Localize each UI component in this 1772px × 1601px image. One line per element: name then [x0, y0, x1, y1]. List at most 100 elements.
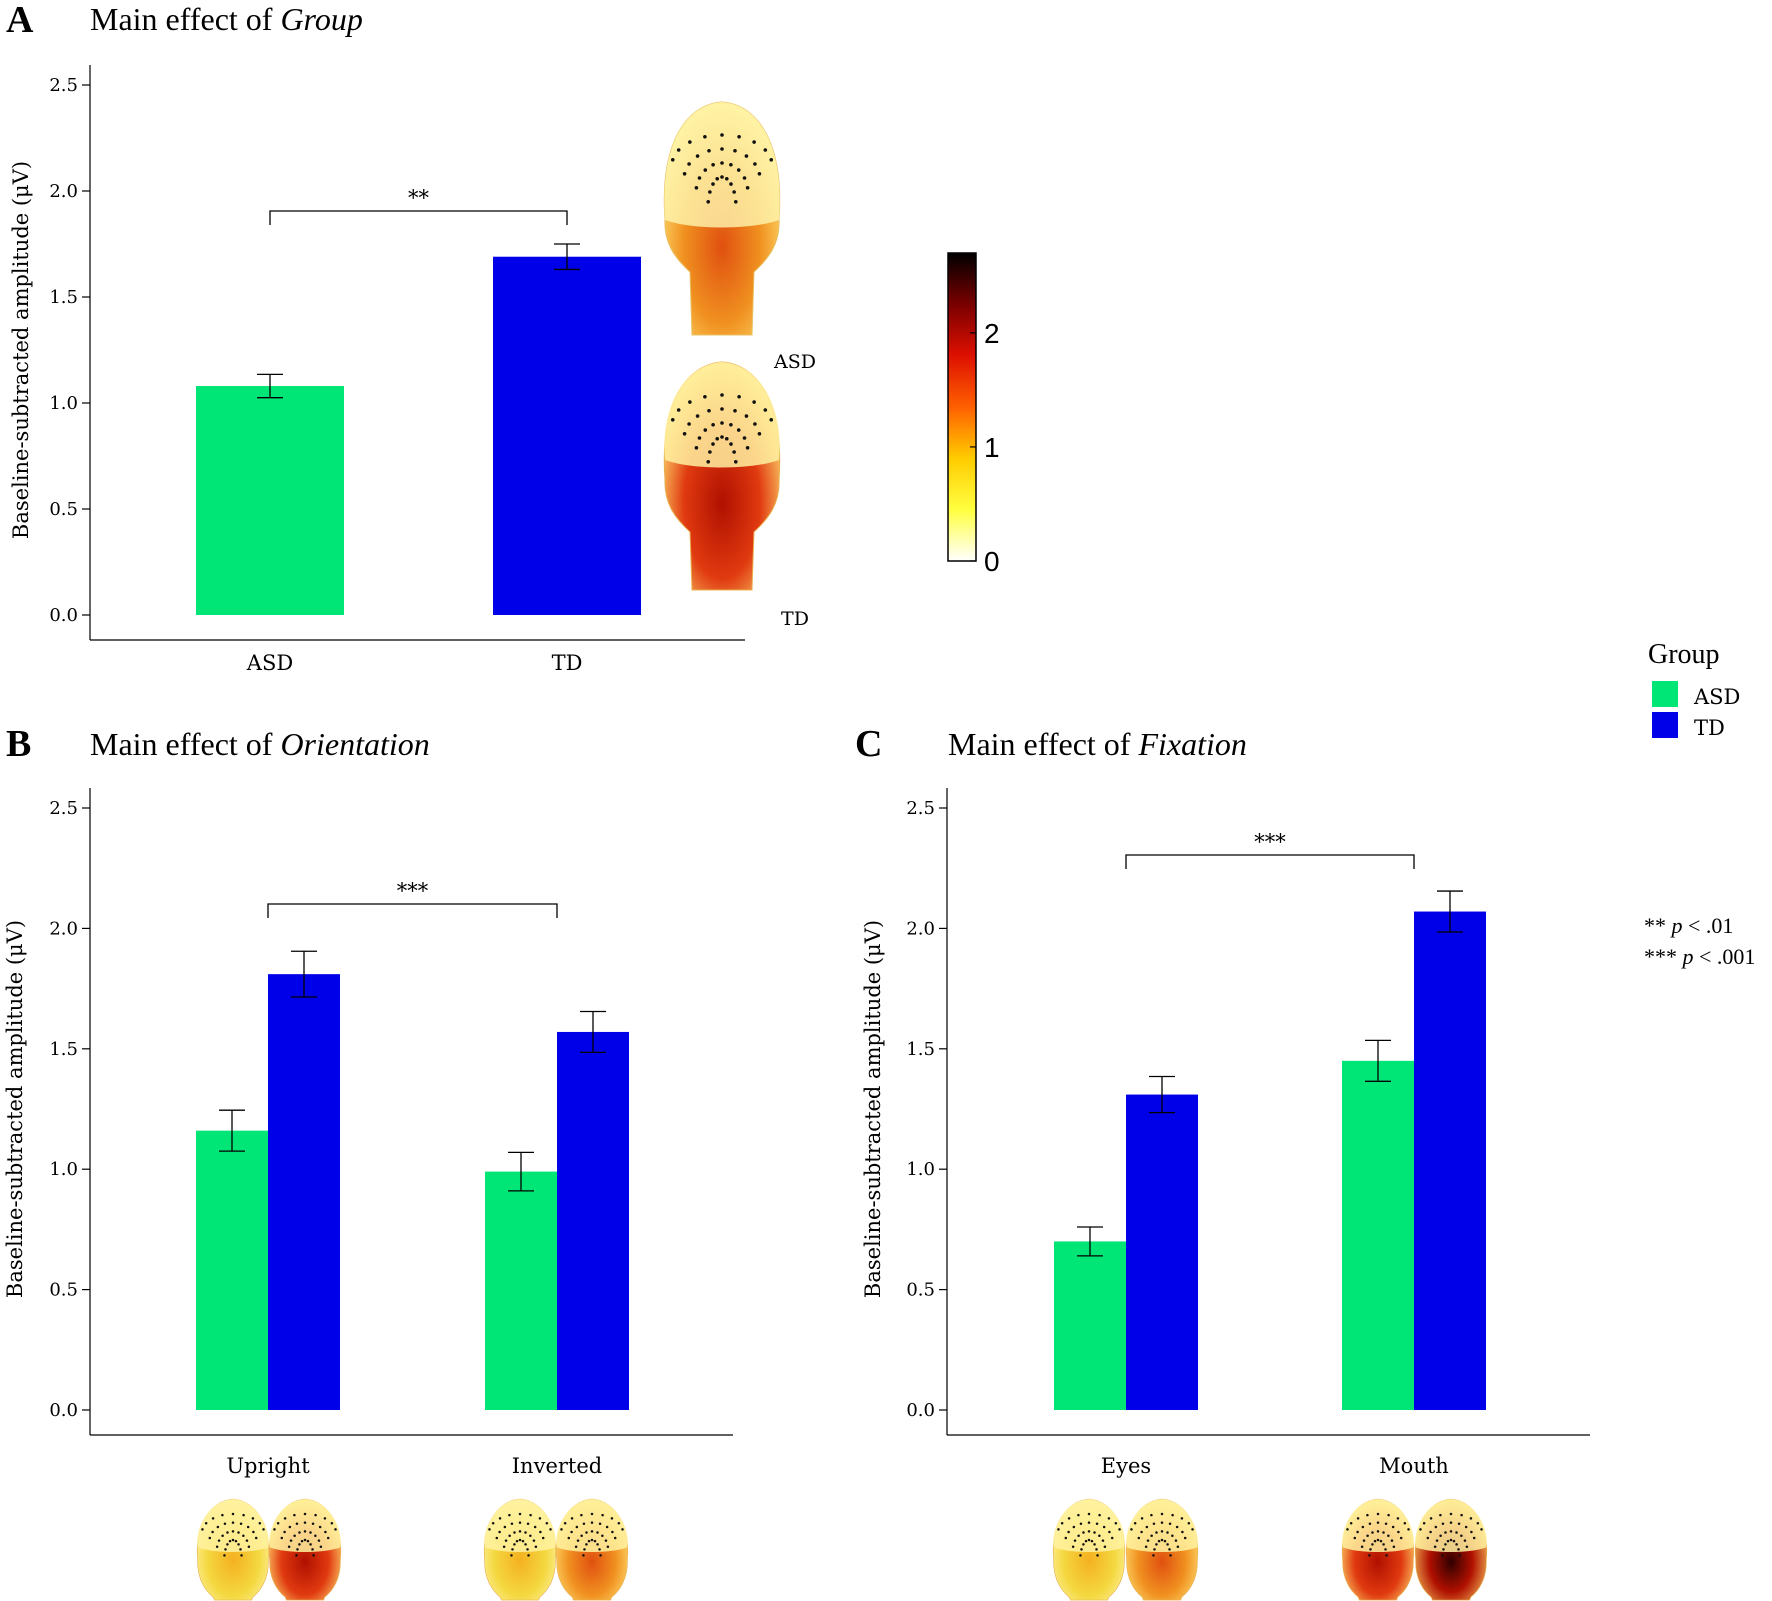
bar: [1126, 1094, 1198, 1410]
electrode-dot: [606, 1545, 610, 1548]
electrode-dot: [498, 1517, 502, 1520]
significance-bracket: [1125, 854, 1415, 869]
electrode-dot: [237, 1531, 240, 1534]
electrode-dot: [560, 1528, 563, 1531]
electrode-dot: [697, 176, 702, 180]
electrode-dot: [1155, 1543, 1158, 1546]
panel-letter-a: A: [6, 0, 34, 41]
electrode-dot: [610, 1517, 614, 1520]
electrode-dot: [1369, 1548, 1372, 1551]
electrode-dot: [1464, 1525, 1468, 1529]
electrode-dot: [1133, 1522, 1137, 1525]
x-category-label: ASD: [246, 651, 293, 675]
electrode-dot: [215, 1545, 219, 1548]
electrode-dot: [303, 1512, 307, 1516]
electrode-dot: [311, 1522, 315, 1526]
topomap-crown: [1126, 1499, 1198, 1553]
electrode-dot: [697, 436, 702, 440]
electrode-dot: [1349, 1522, 1353, 1525]
electrode-dot: [670, 157, 675, 162]
x-category-label: Mouth: [1379, 1454, 1449, 1478]
electrode-dot: [708, 190, 712, 194]
bar: [485, 1171, 557, 1410]
electrode-dot: [1480, 1528, 1483, 1531]
electrode-dot: [245, 1539, 249, 1542]
electrode-dot: [262, 1528, 265, 1531]
legend-title: Group: [1648, 639, 1720, 670]
electrode-dot: [745, 445, 750, 450]
topomap-label-td: TD: [781, 608, 809, 630]
electrode-dot: [707, 149, 711, 153]
electrode-dot: [1392, 1545, 1396, 1548]
x-category-label: Upright: [226, 1454, 310, 1478]
electrode-dot: [1439, 1513, 1442, 1517]
electrode-dot: [711, 423, 715, 427]
electrode-dot: [1356, 1517, 1360, 1520]
electrode-dot: [729, 423, 733, 427]
electrode-dot: [246, 1525, 250, 1529]
panel-c: C Main effect of Fixation 0.0 0.5 1.0 1.5 2.…: [855, 723, 1590, 1478]
topomap-crown: [197, 1499, 269, 1553]
electrode-dot: [273, 1528, 276, 1531]
y-tick-label: 1.5: [49, 1039, 78, 1060]
electrode-dot: [1455, 1531, 1458, 1534]
electrode-dot: [1457, 1548, 1460, 1551]
small-topomap: [196, 1498, 270, 1601]
electrode-dot: [1422, 1522, 1426, 1525]
electrode-dot: [687, 162, 691, 166]
electrode-dot: [293, 1513, 296, 1517]
electrode-dot: [724, 177, 729, 181]
electrode-dot: [280, 1536, 284, 1540]
y-tick-label: 1.0: [906, 1159, 935, 1180]
electrode-dot: [239, 1522, 243, 1526]
electrode-dot: [1160, 1521, 1164, 1524]
electrode-dot: [757, 431, 762, 436]
electrode-dot: [585, 1543, 588, 1546]
panel-b: B Main effect of Orientation 0.0 0.5 1.0 1.…: [3, 723, 733, 1478]
electrode-dot: [1390, 1539, 1394, 1542]
electrode-dot: [1444, 1543, 1447, 1546]
electrode-dot: [1152, 1554, 1155, 1557]
y-tick-label: 1.0: [49, 1159, 78, 1180]
electrode-dot: [529, 1534, 532, 1537]
electrode-dot: [1433, 1545, 1437, 1548]
electrode-dot: [306, 1539, 310, 1543]
electrode-dot: [1384, 1548, 1387, 1551]
electrode-dot: [724, 437, 729, 441]
electrode-dot: [744, 154, 749, 158]
electrode-dot: [1080, 1548, 1083, 1551]
electrode-dot: [1096, 1554, 1099, 1557]
electrode-dot: [611, 1530, 614, 1534]
small-topomaps: [196, 133, 1488, 1601]
y-tick-label: 0.0: [49, 605, 78, 626]
electrode-dot: [733, 149, 737, 153]
electrode-dot: [729, 182, 733, 186]
electrode-dot: [521, 1539, 525, 1543]
electrode-dot: [1376, 1521, 1380, 1524]
significance-bracket: [269, 210, 568, 225]
electrode-dot: [1439, 1534, 1442, 1537]
y-tick-label: 1.5: [906, 1039, 935, 1060]
electrode-dot: [221, 1534, 224, 1537]
electrode-dot: [527, 1554, 530, 1557]
electrode-dot: [1171, 1534, 1174, 1537]
electrode-dot: [688, 140, 692, 144]
electrode-dot: [538, 1517, 542, 1520]
small-topomap: [268, 1498, 342, 1601]
electrode-dot: [226, 1531, 229, 1534]
electrode-dot: [1426, 1536, 1430, 1540]
electrode-dot: [326, 1536, 330, 1540]
electrode-dot: [1465, 1545, 1469, 1548]
bar: [1054, 1241, 1126, 1410]
electrode-dot: [311, 1548, 314, 1551]
electrode-dot: [314, 1513, 317, 1517]
electrode-dot: [518, 1530, 522, 1533]
electrode-dot: [605, 1525, 609, 1529]
electrode-dot: [720, 393, 724, 397]
electrode-dot: [1187, 1522, 1191, 1525]
x-category-label: Eyes: [1101, 1454, 1151, 1478]
topomap-crown: [1415, 1499, 1487, 1553]
electrode-dot: [763, 408, 768, 412]
colorbar: 0 1 2: [947, 252, 1000, 577]
electrode-dot: [1101, 1539, 1105, 1542]
